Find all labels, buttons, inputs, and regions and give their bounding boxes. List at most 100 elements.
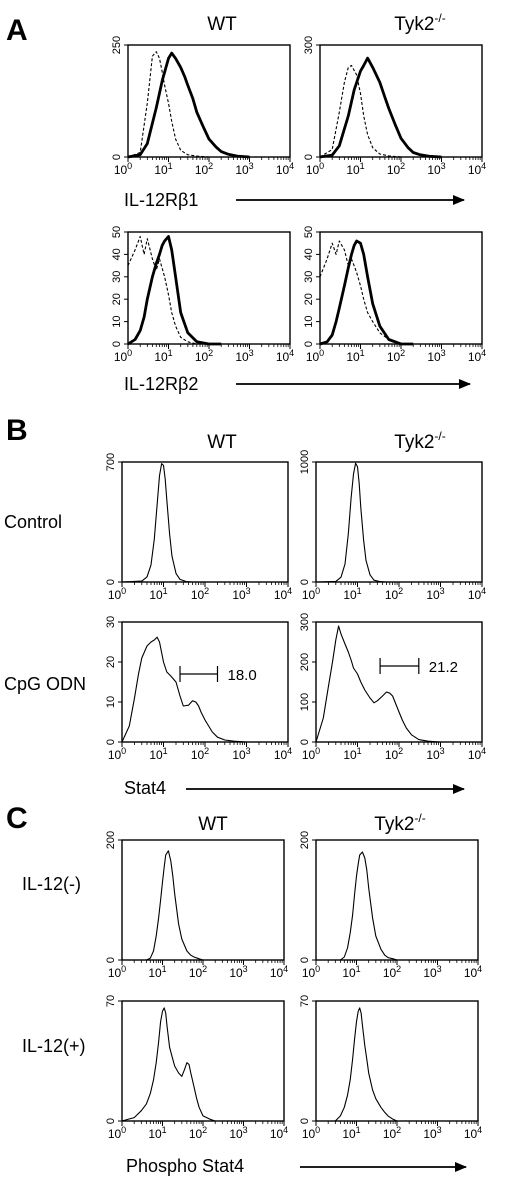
plot-frame bbox=[315, 1000, 479, 1122]
y-tick-label: 250 bbox=[111, 36, 123, 54]
x-tick-label: 102 bbox=[385, 586, 403, 602]
y-tick-label: 0 bbox=[105, 957, 117, 963]
histogram-line bbox=[315, 462, 399, 583]
plot-frame bbox=[121, 839, 285, 961]
chart-a-wt-rb1: 100 101 102 103 104 0 250 bbox=[111, 36, 294, 177]
chart-a-wt-rb2: 100 101 102 103 104 0 10 20 30 40 50 bbox=[111, 226, 294, 364]
column-title-wt: WT bbox=[198, 814, 228, 835]
row-label-cpg-odn: CpG ODN bbox=[4, 674, 86, 694]
x-tick-label: 104 bbox=[276, 348, 294, 364]
y-tick-label: 20 bbox=[303, 293, 315, 305]
x-tick-label: 104 bbox=[276, 161, 294, 177]
y-tick-label: 50 bbox=[303, 226, 315, 238]
chart-c-wt-il12neg: 100 101 102 103 104 0 200 bbox=[105, 831, 288, 980]
plot-frame bbox=[315, 621, 483, 743]
x-tick-label: 104 bbox=[468, 586, 486, 602]
panel-letter-a: A bbox=[6, 14, 28, 47]
plot-frame bbox=[121, 621, 289, 743]
y-tick-label: 20 bbox=[105, 656, 117, 668]
y-tick-label: 0 bbox=[299, 579, 311, 585]
x-tick-label: 102 bbox=[385, 746, 403, 762]
y-tick-label: 0 bbox=[105, 1118, 117, 1124]
x-tick-label: 102 bbox=[189, 964, 207, 980]
y-tick-label: 0 bbox=[111, 154, 123, 160]
y-tick-label: 300 bbox=[299, 613, 311, 631]
x-tick-label: 103 bbox=[426, 746, 444, 762]
gate-percent-label: 21.2 bbox=[429, 659, 458, 676]
panel-letter-c: C bbox=[6, 802, 28, 835]
plot-frame bbox=[121, 461, 289, 583]
gate-percent-label: 18.0 bbox=[227, 667, 256, 684]
histogram-line bbox=[121, 463, 205, 583]
y-tick-label: 40 bbox=[303, 248, 315, 260]
row-label-control: Control bbox=[4, 512, 62, 532]
column-title-wt: WT bbox=[207, 432, 237, 453]
chart-b-wt-control: 100 101 102 103 104 0 700 bbox=[105, 453, 292, 602]
x-tick-label: 104 bbox=[464, 1125, 482, 1141]
y-tick-label: 1000 bbox=[299, 450, 311, 474]
y-tick-label: 300 bbox=[303, 36, 315, 54]
x-axis-label: Phospho Stat4 bbox=[126, 1156, 244, 1176]
histogram-line bbox=[319, 56, 442, 159]
x-tick-label: 103 bbox=[427, 348, 445, 364]
x-tick-label: 103 bbox=[232, 586, 250, 602]
y-tick-label: 10 bbox=[105, 696, 117, 708]
y-tick-label: 0 bbox=[303, 341, 315, 347]
plot-frame bbox=[315, 461, 483, 583]
x-tick-label: 101 bbox=[149, 746, 167, 762]
y-tick-label: 0 bbox=[299, 739, 311, 745]
x-tick-label: 101 bbox=[148, 1125, 166, 1141]
x-tick-label: 102 bbox=[387, 348, 405, 364]
x-tick-label: 100 bbox=[108, 586, 126, 602]
chart-c-tyk2-il12pos: 100 101 102 103 104 0 70 bbox=[299, 995, 482, 1141]
x-tick-label: 104 bbox=[274, 586, 292, 602]
row-label-il12-neg: IL-12(-) bbox=[22, 874, 81, 894]
x-tick-label: 100 bbox=[108, 1125, 126, 1141]
x-tick-label: 100 bbox=[302, 1125, 320, 1141]
histogram-line bbox=[121, 636, 247, 743]
y-tick-label: 10 bbox=[111, 315, 123, 327]
x-tick-label: 100 bbox=[114, 348, 132, 364]
x-axis-label: Stat4 bbox=[124, 778, 166, 798]
histogram-line-control bbox=[127, 235, 209, 345]
x-axis-label: IL-12Rβ1 bbox=[124, 190, 198, 210]
x-tick-label: 102 bbox=[189, 1125, 207, 1141]
y-tick-label: 200 bbox=[299, 831, 311, 849]
x-tick-label: 101 bbox=[343, 746, 361, 762]
x-tick-label: 100 bbox=[302, 586, 320, 602]
y-tick-label: 0 bbox=[111, 341, 123, 347]
panel-letter-b: B bbox=[6, 414, 28, 447]
histogram-line bbox=[316, 851, 405, 961]
x-tick-label: 103 bbox=[423, 964, 441, 980]
histogram-line bbox=[127, 51, 250, 159]
histogram-line-control bbox=[319, 64, 402, 158]
x-tick-label: 101 bbox=[346, 161, 364, 177]
x-tick-label: 100 bbox=[302, 964, 320, 980]
x-tick-label: 101 bbox=[149, 586, 167, 602]
x-tick-label: 102 bbox=[191, 746, 209, 762]
x-tick-label: 101 bbox=[154, 161, 172, 177]
x-tick-label: 103 bbox=[426, 586, 444, 602]
y-tick-label: 40 bbox=[111, 248, 123, 260]
x-tick-label: 100 bbox=[306, 161, 324, 177]
y-tick-label: 30 bbox=[303, 271, 315, 283]
y-tick-label: 200 bbox=[299, 653, 311, 671]
x-tick-label: 100 bbox=[302, 746, 320, 762]
y-tick-label: 30 bbox=[105, 616, 117, 628]
x-tick-label: 102 bbox=[195, 348, 213, 364]
x-tick-label: 104 bbox=[468, 348, 486, 364]
x-tick-label: 101 bbox=[343, 586, 361, 602]
y-tick-label: 70 bbox=[105, 995, 117, 1007]
y-tick-label: 0 bbox=[105, 579, 117, 585]
y-tick-label: 70 bbox=[299, 995, 311, 1007]
y-tick-label: 0 bbox=[105, 739, 117, 745]
x-tick-label: 102 bbox=[195, 161, 213, 177]
y-tick-label: 10 bbox=[303, 315, 315, 327]
y-tick-label: 20 bbox=[111, 293, 123, 305]
chart-a-tyk2-rb1: 100 101 102 103 104 0 300 bbox=[303, 36, 486, 177]
x-tick-label: 103 bbox=[427, 161, 445, 177]
column-title-tyk2: Tyk2-/- bbox=[394, 429, 445, 453]
x-tick-label: 103 bbox=[235, 348, 253, 364]
x-tick-label: 103 bbox=[229, 1125, 247, 1141]
